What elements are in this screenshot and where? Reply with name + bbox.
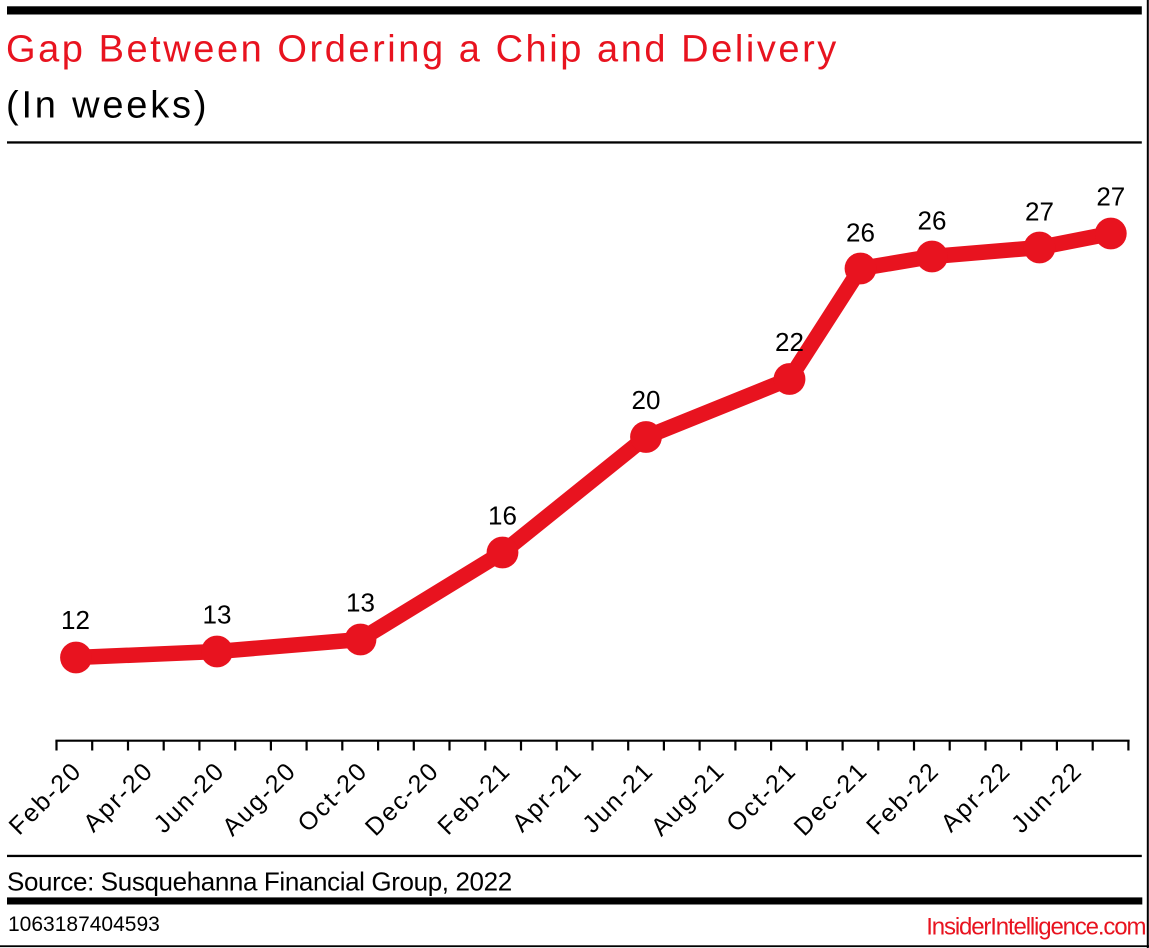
svg-text:Aug-20: Aug-20 (217, 756, 302, 841)
svg-text:Dec-21: Dec-21 (789, 756, 874, 841)
svg-text:Dec-20: Dec-20 (360, 756, 445, 841)
svg-text:20: 20 (632, 385, 661, 415)
svg-text:Aug-21: Aug-21 (646, 756, 731, 841)
svg-text:(In weeks): (In weeks) (6, 84, 209, 126)
svg-text:27: 27 (1096, 181, 1125, 211)
svg-text:Feb-21: Feb-21 (432, 756, 516, 840)
svg-text:1063187404593: 1063187404593 (8, 913, 160, 936)
svg-text:Feb-20: Feb-20 (4, 756, 88, 840)
svg-text:Feb-22: Feb-22 (861, 756, 945, 840)
svg-text:13: 13 (346, 587, 375, 617)
svg-text:InsiderIntelligence.com: InsiderIntelligence.com (926, 913, 1145, 940)
svg-text:16: 16 (488, 500, 517, 530)
svg-text:27: 27 (1025, 197, 1054, 227)
svg-text:Jun-21: Jun-21 (577, 756, 659, 838)
svg-text:Jun-20: Jun-20 (148, 756, 230, 838)
svg-text:Source: Susquehanna Financial: Source: Susquehanna Financial Group, 202… (7, 867, 512, 897)
svg-text:Oct-21: Oct-21 (721, 756, 802, 837)
svg-text:26: 26 (846, 217, 875, 247)
svg-text:12: 12 (61, 605, 90, 635)
svg-text:Gap Between Ordering a Chip an: Gap Between Ordering a Chip and Delivery (6, 29, 839, 71)
svg-text:26: 26 (918, 206, 947, 236)
svg-text:22: 22 (775, 327, 804, 357)
svg-text:Apr-22: Apr-22 (936, 756, 1017, 837)
svg-text:Oct-20: Oct-20 (292, 756, 373, 837)
svg-text:Apr-20: Apr-20 (78, 756, 159, 837)
svg-text:13: 13 (203, 599, 232, 629)
svg-text:Jun-22: Jun-22 (1006, 756, 1088, 838)
svg-text:Apr-21: Apr-21 (507, 756, 588, 837)
